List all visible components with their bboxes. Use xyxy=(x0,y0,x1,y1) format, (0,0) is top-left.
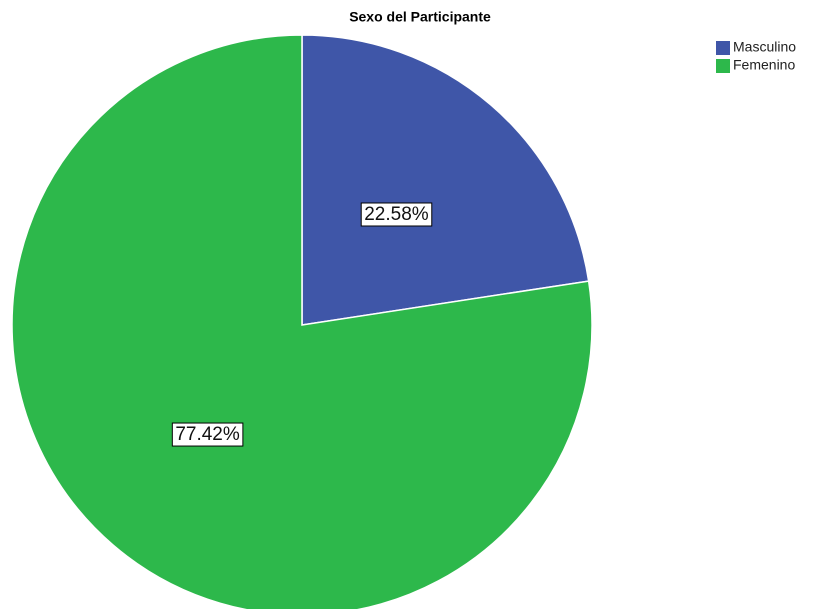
pie-slice xyxy=(11,34,593,609)
chart-title: Sexo del Participante xyxy=(349,9,491,25)
value-label-box xyxy=(360,202,433,227)
value-label: 77.42% xyxy=(175,424,240,445)
legend-swatch xyxy=(716,41,730,55)
value-label: 22.58% xyxy=(364,204,429,225)
legend-label: Masculino xyxy=(733,39,796,55)
value-label-box xyxy=(171,422,244,447)
legend-label: Femenino xyxy=(733,57,795,73)
legend-swatch xyxy=(716,59,730,73)
pie-slice xyxy=(301,34,590,326)
